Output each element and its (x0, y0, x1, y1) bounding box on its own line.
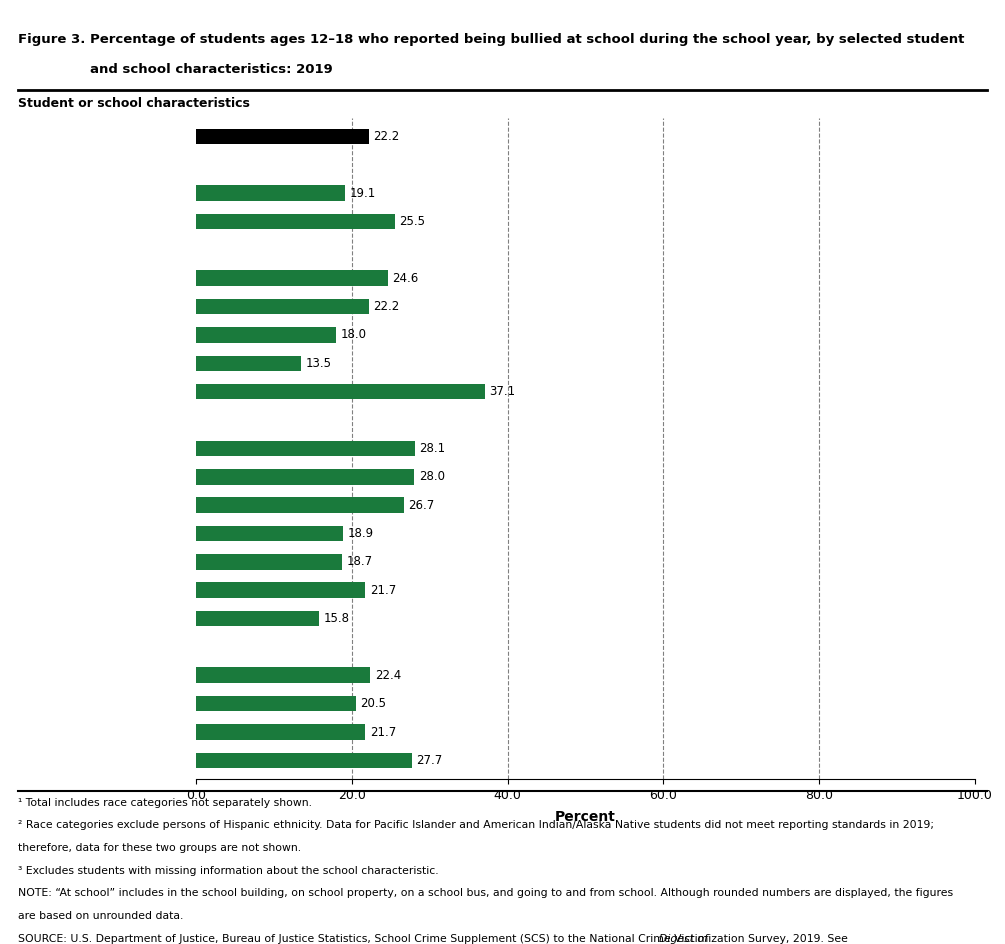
Text: Digest of: Digest of (659, 934, 708, 944)
Bar (196, 554, 342, 569)
Text: 13.5: 13.5 (306, 357, 332, 370)
Bar (196, 128, 369, 144)
Bar (196, 270, 388, 286)
Bar (196, 356, 302, 371)
Bar (196, 752, 412, 768)
Bar (196, 441, 415, 456)
Text: ¹ Total includes race categories not separately shown.: ¹ Total includes race categories not sep… (18, 798, 313, 808)
Bar (196, 667, 371, 683)
Text: 28.0: 28.0 (419, 470, 445, 483)
Text: 18.7: 18.7 (347, 555, 373, 568)
Text: 25.5: 25.5 (399, 215, 425, 228)
Text: NOTE: “At school” includes in the school building, on school property, on a scho: NOTE: “At school” includes in the school… (18, 888, 953, 899)
Bar (196, 724, 365, 740)
Text: and school characteristics: 2019: and school characteristics: 2019 (90, 63, 334, 76)
Text: SOURCE: U.S. Department of Justice, Bureau of Justice Statistics, School Crime S: SOURCE: U.S. Department of Justice, Bure… (18, 934, 851, 944)
Text: 22.2: 22.2 (374, 300, 400, 313)
Text: Percentage of students ages 12–18 who reported being bullied at school during th: Percentage of students ages 12–18 who re… (90, 33, 965, 46)
Text: Student or school characteristics: Student or school characteristics (18, 97, 250, 110)
Text: 19.1: 19.1 (350, 187, 376, 199)
Bar (196, 185, 345, 201)
Bar (196, 384, 485, 399)
Bar (196, 328, 336, 343)
Text: therefore, data for these two groups are not shown.: therefore, data for these two groups are… (18, 843, 301, 853)
Text: 26.7: 26.7 (409, 498, 435, 512)
Text: 15.8: 15.8 (324, 612, 350, 625)
Text: 27.7: 27.7 (416, 754, 442, 767)
Text: 21.7: 21.7 (370, 726, 396, 738)
Bar (196, 696, 356, 712)
Text: 22.2: 22.2 (374, 130, 400, 143)
Text: ² Race categories exclude persons of Hispanic ethnicity. Data for Pacific Island: ² Race categories exclude persons of His… (18, 820, 934, 831)
Bar (196, 299, 369, 314)
Bar (196, 526, 343, 541)
Bar (196, 582, 365, 598)
Bar (196, 213, 395, 229)
Text: 20.5: 20.5 (361, 698, 386, 710)
Text: ³ Excludes students with missing information about the school characteristic.: ³ Excludes students with missing informa… (18, 866, 439, 876)
Text: 21.7: 21.7 (370, 583, 396, 597)
Text: 37.1: 37.1 (489, 385, 516, 398)
Text: 18.9: 18.9 (348, 527, 374, 540)
Bar (196, 469, 414, 484)
Text: 18.0: 18.0 (341, 329, 367, 342)
Text: 24.6: 24.6 (392, 272, 418, 285)
Text: are based on unrounded data.: are based on unrounded data. (18, 911, 184, 921)
Text: Figure 3.: Figure 3. (18, 33, 85, 46)
X-axis label: Percent: Percent (555, 810, 616, 824)
Text: 22.4: 22.4 (375, 668, 401, 682)
Bar (196, 497, 404, 513)
Text: 28.1: 28.1 (419, 442, 445, 455)
Bar (196, 611, 319, 627)
